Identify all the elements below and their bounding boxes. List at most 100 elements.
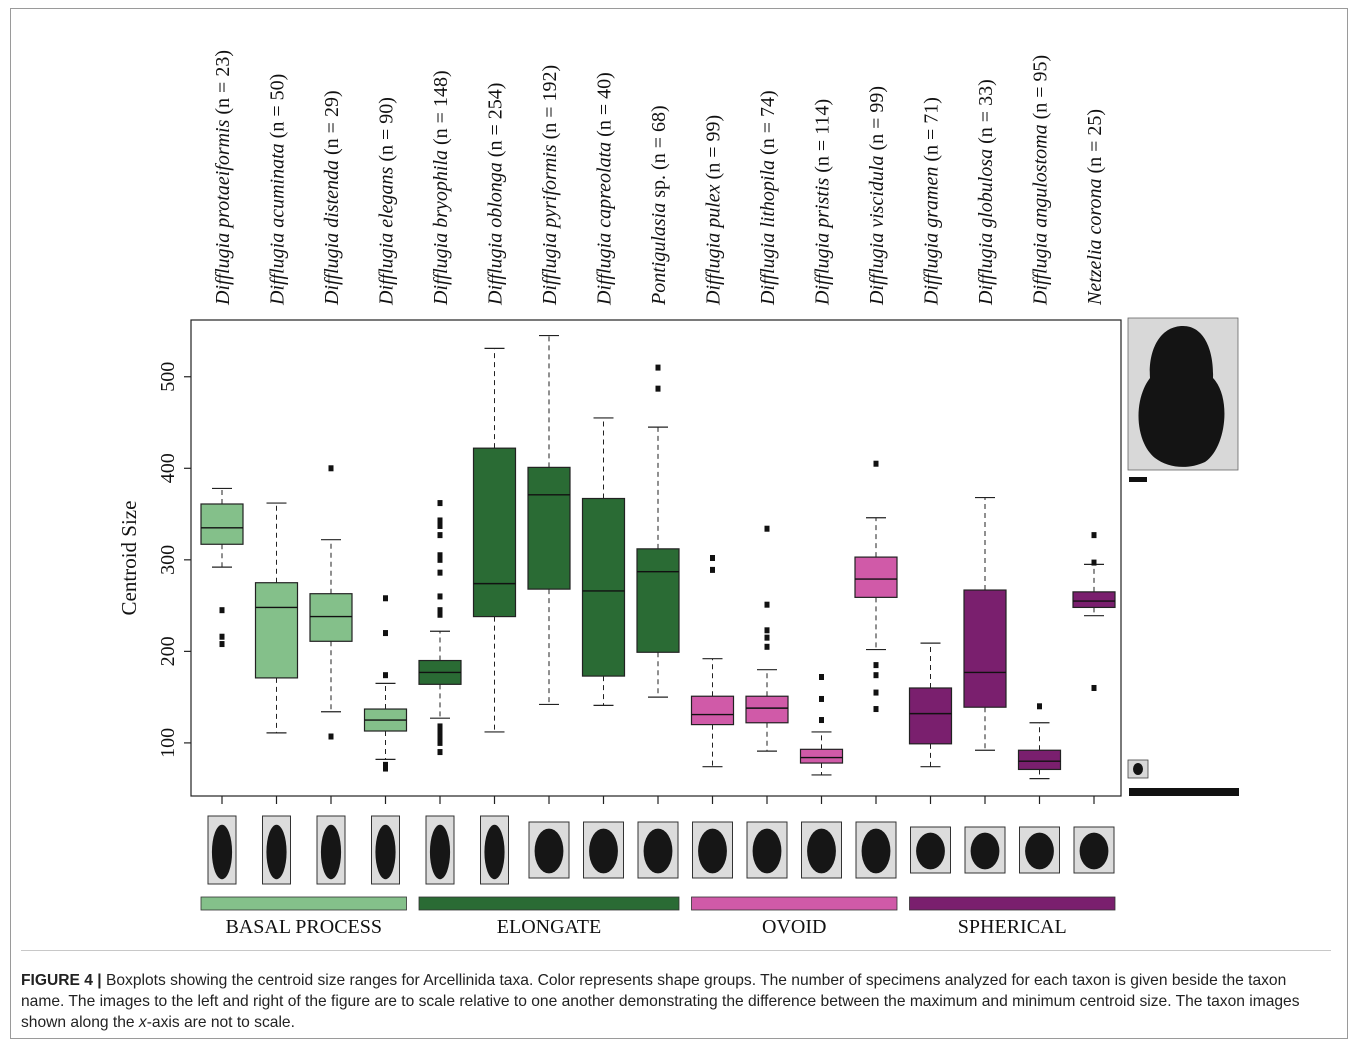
taxon-genus: Difflugia — [430, 228, 452, 306]
outlier-point — [873, 662, 879, 669]
box-pulex — [690, 555, 735, 804]
box-elegans — [363, 595, 408, 804]
specimen-thumbnail — [316, 815, 346, 885]
outlier-point — [873, 706, 879, 713]
outlier-point — [383, 761, 388, 768]
specimen-silhouette — [429, 824, 451, 880]
taxon-epithet: capreolata — [594, 137, 616, 228]
outlier-point — [437, 517, 443, 524]
group-label: ELONGATE — [497, 916, 601, 938]
specimen-silhouette — [807, 828, 836, 874]
scale-bar-large — [1129, 788, 1239, 796]
specimen-thumbnail — [583, 821, 624, 879]
group-basal: BASAL PROCESS — [200, 896, 407, 938]
taxon-label: Difflugia capreolata (n = 40) — [594, 72, 616, 306]
group-label: OVOID — [762, 916, 826, 938]
group-bar — [418, 896, 680, 911]
outlier-point — [764, 627, 770, 634]
taxon-count: (n = 29) — [321, 90, 343, 155]
group-label: SPHERICAL — [958, 916, 1067, 938]
outlier-point — [1091, 559, 1097, 566]
taxon-count: (n = 71) — [921, 97, 943, 162]
taxon-epithet: pulex — [703, 179, 725, 229]
specimen-thumbnail — [425, 815, 455, 885]
taxon-epithet: distenda — [321, 155, 343, 228]
taxon-epithet: viscidula — [866, 151, 888, 228]
specimen-thumbnail — [1073, 826, 1115, 874]
y-tick-label: 200 — [157, 636, 179, 666]
taxon-label: Difflugia bryophila (n = 148) — [430, 70, 452, 306]
specimen-thumbnail — [262, 815, 291, 885]
outlier-point — [328, 733, 334, 740]
taxon-count: (n = 192) — [539, 65, 561, 140]
specimen-silhouette — [375, 824, 396, 880]
taxon-genus: Difflugia — [975, 228, 997, 306]
taxon-label: Difflugia pulex (n = 99) — [703, 115, 725, 306]
specimen-thumbnail — [371, 815, 400, 885]
outlier-point — [437, 728, 443, 735]
specimen-silhouette — [752, 828, 782, 874]
outlier-point — [873, 672, 879, 679]
taxon-label: Difflugia gramen (n = 71) — [921, 97, 943, 306]
iqr-box — [581, 497, 626, 677]
specimen-thumbnail — [746, 821, 788, 879]
specimen-silhouette — [589, 828, 618, 874]
specimen-thumbnail — [692, 821, 733, 879]
iqr-box — [309, 593, 353, 642]
iqr-box — [745, 695, 789, 724]
taxon-genus: Netzelia — [1084, 234, 1106, 306]
outlier-point — [219, 633, 225, 640]
box-angulostoma — [1017, 703, 1062, 804]
taxon-genus: Difflugia — [485, 228, 507, 306]
outlier-point — [219, 607, 225, 614]
iqr-box — [963, 589, 1007, 708]
taxon-epithet: globulosa — [975, 144, 997, 228]
max-specimen-silhouette — [1138, 326, 1225, 467]
iqr-box — [1072, 591, 1116, 609]
group-bar — [691, 896, 898, 911]
outlier-point — [383, 672, 388, 679]
y-tick-label: 500 — [157, 362, 179, 392]
taxon-epithet: gramen — [921, 162, 943, 228]
taxon-genus: Difflugia — [376, 228, 398, 306]
specimen-silhouette — [916, 832, 945, 870]
outlier-point — [437, 593, 443, 600]
taxon-count: (n = 254) — [485, 83, 507, 158]
y-tick-label: 100 — [157, 728, 179, 758]
caption-divider — [21, 950, 1331, 951]
y-tick-label: 300 — [157, 545, 179, 575]
taxon-epithet: pristis — [812, 173, 834, 230]
taxon-epithet: lithopila — [757, 155, 779, 228]
y-tick-label: 400 — [157, 453, 179, 483]
taxon-genus: Difflugia — [866, 228, 888, 306]
caption-text-1: Boxplots showing the centroid size range… — [21, 972, 1300, 1031]
box-distenda — [309, 465, 353, 804]
box-capreolata — [581, 417, 626, 804]
outlier-point — [764, 634, 770, 641]
min-size-specimen-image — [1127, 759, 1149, 779]
taxon-label: Difflugia pyriformis (n = 192) — [539, 65, 561, 306]
specimen-silhouette — [698, 828, 727, 874]
taxon-genus: Difflugia — [321, 228, 343, 306]
scale-bar-small — [1129, 477, 1147, 482]
specimen-silhouette — [484, 824, 505, 880]
taxon-count: (n = 148) — [430, 70, 452, 145]
taxon-count: (n = 95) — [1030, 55, 1052, 120]
outlier-point — [437, 522, 443, 529]
taxon-count: (n = 33) — [975, 79, 997, 144]
iqr-box — [799, 748, 844, 764]
taxon-count: (n = 99) — [866, 86, 888, 151]
y-axis-title: Centroid Size — [117, 501, 141, 616]
taxon-epithet: sp. — [648, 170, 670, 198]
outlier-point — [328, 465, 334, 472]
group-bar — [200, 896, 407, 911]
outlier-point — [383, 630, 388, 637]
outlier-point — [1037, 703, 1042, 710]
box-lithopila — [745, 525, 789, 804]
outlier-point — [764, 525, 770, 532]
box-corona — [1072, 532, 1116, 804]
specimen-thumbnail — [964, 826, 1006, 874]
specimen-thumbnail — [480, 815, 509, 885]
outlier-point — [437, 500, 443, 507]
outlier-point — [437, 569, 443, 576]
